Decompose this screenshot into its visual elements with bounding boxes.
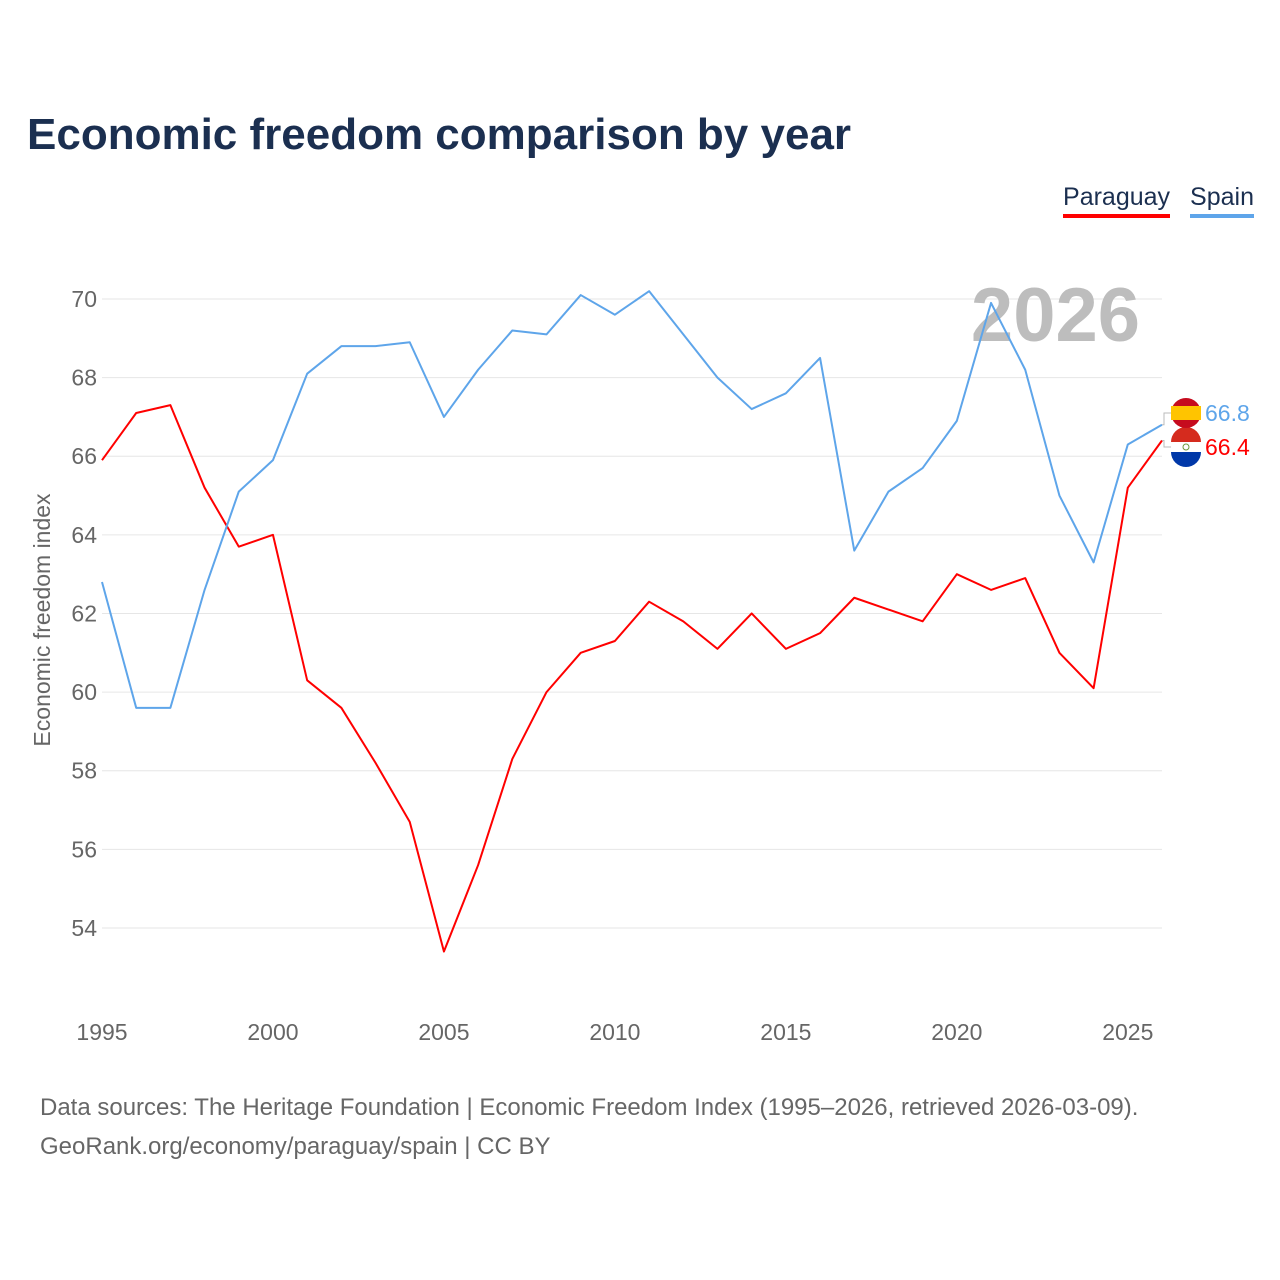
end-connector [1162,440,1174,448]
year-watermark: 2026 [971,273,1140,358]
y-tick-label: 60 [71,679,97,705]
y-axis-label: Economic freedom index [29,493,55,747]
flag-part [1171,427,1201,442]
x-tick-label: 2025 [1102,1019,1153,1045]
end-value-label: 66.4 [1205,434,1250,460]
series-line-paraguay [101,404,1163,953]
legend-spain[interactable]: Spain [1190,183,1254,218]
y-tick-label: 68 [71,365,97,391]
x-tick-label: 1995 [76,1019,127,1045]
legend-paraguay[interactable]: Paraguay [1063,183,1171,218]
flag-part [1182,443,1190,451]
x-tick-label: 2015 [760,1019,811,1045]
x-tick-label: 2005 [418,1019,469,1045]
y-tick-label: 54 [71,915,97,941]
legend: Paraguay Spain [1063,183,1254,218]
footer-sources: Data sources: The Heritage Foundation | … [40,1088,1138,1166]
x-tick-label: 2000 [247,1019,298,1045]
x-tick-label: 2010 [589,1019,640,1045]
end-value-label: 66.8 [1205,400,1250,426]
footer-line-1: Data sources: The Heritage Foundation | … [40,1094,1139,1121]
flag-part [1171,452,1201,467]
y-tick-label: 56 [71,836,97,862]
y-tick-label: 64 [71,522,97,548]
chart-title: Economic freedom comparison by year [27,110,852,159]
flag-spain-icon [1171,398,1201,428]
series-line-spain [101,290,1163,709]
y-tick-label: 70 [71,286,97,312]
x-tick-label: 2020 [931,1019,982,1045]
y-tick-label: 66 [71,443,97,469]
flag-paraguay-icon [1171,427,1201,467]
y-tick-label: 58 [71,758,97,784]
end-connector [1162,412,1174,426]
flag-part [1171,406,1201,420]
footer-line-2[interactable]: GeoRank.org/economy/paraguay/spain | CC … [40,1133,551,1160]
y-tick-label: 62 [71,600,97,626]
